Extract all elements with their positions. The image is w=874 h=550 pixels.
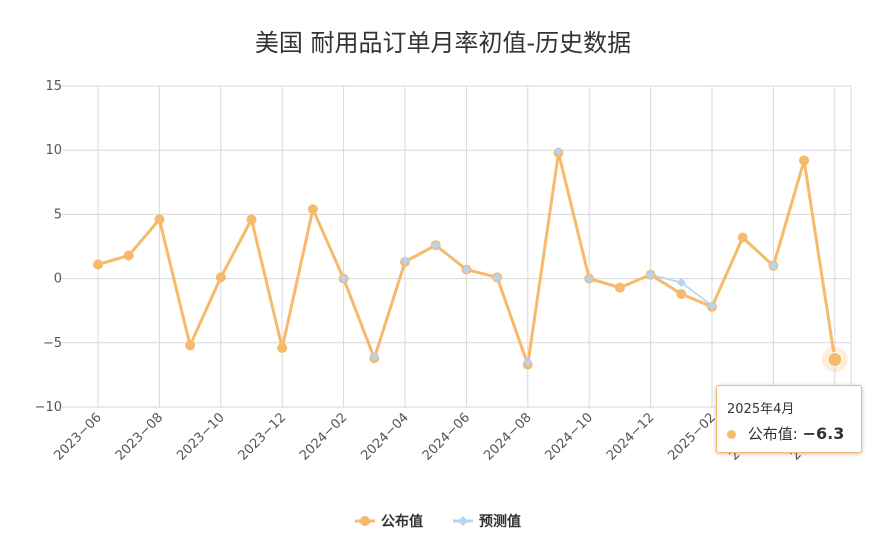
legend-marker	[360, 516, 370, 526]
x-tick-label: 2024−02	[297, 410, 350, 463]
data-point-published[interactable]	[676, 289, 687, 300]
data-point-forecast[interactable]	[339, 274, 349, 284]
legend-item[interactable]: 公布值	[355, 513, 423, 530]
data-point-published[interactable]	[277, 342, 288, 353]
y-tick-label: −10	[35, 400, 62, 415]
data-point-forecast[interactable]	[554, 146, 563, 156]
data-point-published[interactable]	[154, 214, 165, 225]
legend-label: 预测值	[479, 513, 521, 530]
data-point-forecast[interactable]	[431, 240, 441, 250]
data-point-forecast[interactable]	[461, 265, 471, 275]
data-point-forecast[interactable]	[676, 277, 686, 287]
data-point-forecast[interactable]	[369, 352, 379, 362]
data-tooltip: 2025年4月 公布值: −6.3	[716, 385, 862, 453]
data-point-published[interactable]	[246, 214, 257, 225]
data-point-forecast[interactable]	[492, 272, 502, 282]
y-tick-label: 0	[54, 272, 62, 287]
data-point-published[interactable]	[799, 155, 810, 166]
data-point-published[interactable]	[307, 204, 318, 215]
y-tick-label: 5	[54, 207, 62, 222]
x-tick-label: 2023−06	[51, 410, 104, 463]
x-tick-label: 2024−04	[358, 410, 411, 463]
data-point-published[interactable]	[215, 272, 226, 283]
x-tick-label: 2023−10	[174, 410, 227, 463]
tooltip-series-dot	[727, 430, 736, 439]
data-point-published[interactable]	[614, 282, 625, 293]
x-tick-label: 2023−12	[236, 410, 289, 463]
tooltip-row: 公布值: −6.3	[727, 423, 851, 444]
legend-label: 公布值	[381, 513, 423, 530]
x-tick-label: 2024−06	[420, 410, 473, 463]
tooltip-value: −6.3	[802, 424, 845, 443]
data-point-published[interactable]	[737, 232, 748, 243]
series-line-forecast	[344, 152, 774, 363]
data-point-forecast[interactable]	[400, 256, 410, 266]
legend-marker	[458, 516, 468, 526]
data-point-forecast[interactable]	[646, 270, 656, 280]
data-point-forecast[interactable]	[707, 301, 717, 311]
x-tick-label: 2024−08	[481, 410, 534, 463]
tooltip-date: 2025年4月	[727, 402, 795, 417]
data-point-published[interactable]	[185, 340, 196, 351]
x-tick-label: 2024−10	[543, 410, 596, 463]
data-point-published[interactable]	[123, 250, 134, 261]
data-point-forecast[interactable]	[584, 274, 594, 284]
y-tick-label: 10	[45, 143, 62, 158]
y-axis-ticks: 15 10 5 0 −5 −10	[35, 79, 62, 415]
legend-item[interactable]: 预测值	[453, 513, 521, 530]
y-tick-label: −5	[43, 336, 62, 351]
data-point-forecast[interactable]	[523, 357, 533, 367]
chart-title: 美国 耐用品订单月率初值-历史数据	[255, 29, 631, 57]
y-tick-label: 15	[45, 79, 62, 94]
grid	[62, 85, 852, 408]
highlight-layer	[821, 346, 848, 373]
x-tick-label: 2024−12	[604, 410, 657, 463]
series-layer	[93, 146, 840, 370]
legend[interactable]: 公布值 预测值	[355, 513, 521, 530]
data-point-published[interactable]	[93, 259, 103, 270]
x-tick-label: 2025−02	[665, 410, 718, 463]
data-point-forecast[interactable]	[768, 261, 778, 271]
x-tick-label: 2023−08	[113, 410, 166, 463]
hover-point[interactable]	[827, 351, 843, 367]
tooltip-series-label: 公布值:	[747, 425, 798, 443]
